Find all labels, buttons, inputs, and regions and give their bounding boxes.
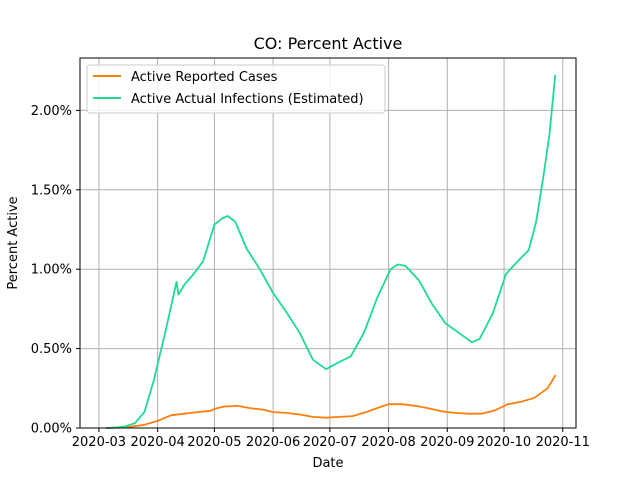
plot-area bbox=[80, 58, 576, 428]
chart-title: CO: Percent Active bbox=[254, 34, 403, 53]
y-axis-label: Percent Active bbox=[6, 196, 21, 289]
x-tick-label: 2020-06 bbox=[246, 435, 300, 450]
x-axis: 2020-03 2020-04 2020-05 2020-06 2020-07 2020-… bbox=[72, 428, 590, 450]
legend-label-actual: Active Actual Infections (Estimated) bbox=[131, 92, 364, 107]
x-axis-label: Date bbox=[312, 456, 343, 471]
legend: Active Reported Cases Active Actual Infe… bbox=[86, 64, 386, 114]
y-axis: 0.00% 0.50% 1.00% 1.50% 2.00% bbox=[31, 104, 80, 437]
series-line-active-reported-cases bbox=[105, 374, 557, 429]
y-tick-label: 0.50% bbox=[31, 342, 72, 357]
series-lines bbox=[105, 74, 557, 429]
x-tick-label: 2020-08 bbox=[361, 435, 415, 450]
x-tick-label: 2020-03 bbox=[72, 435, 126, 450]
series-line-active-actual-infections bbox=[105, 74, 557, 429]
y-tick-label: 2.00% bbox=[31, 104, 72, 119]
x-tick-label: 2020-04 bbox=[130, 435, 184, 450]
legend-box bbox=[86, 64, 386, 114]
grid bbox=[80, 58, 576, 429]
x-tick-label: 2020-07 bbox=[303, 435, 357, 450]
plot-frame bbox=[79, 57, 577, 429]
y-tick-label: 1.50% bbox=[31, 183, 72, 198]
x-tick-label: 2020-09 bbox=[420, 435, 474, 450]
x-tick-label: 2020-11 bbox=[536, 435, 590, 450]
y-tick-label: 1.00% bbox=[31, 263, 72, 278]
legend-label-reported: Active Reported Cases bbox=[131, 70, 278, 85]
y-tick-label: 0.00% bbox=[31, 422, 72, 437]
x-tick-label: 2020-10 bbox=[477, 435, 531, 450]
x-tick-label: 2020-05 bbox=[187, 435, 241, 450]
